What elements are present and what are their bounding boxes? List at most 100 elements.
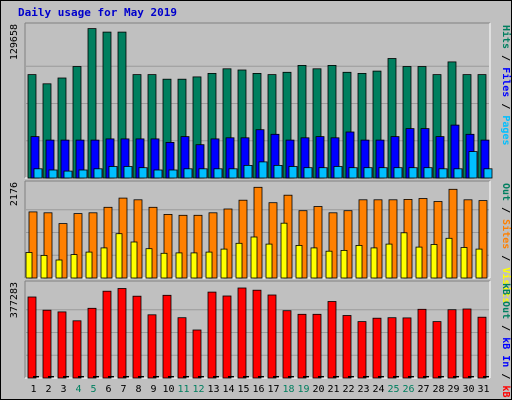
bar-bottom-kb-f-day-21 xyxy=(327,301,337,379)
bar-middle-visits-day-28 xyxy=(430,244,438,279)
chart-title: Daily usage for May 2019 xyxy=(18,6,177,19)
bar-middle-visits-day-14 xyxy=(220,248,228,279)
bar-bottom-kb-in-day-12 xyxy=(198,376,204,378)
bar-bottom-kb-in-day-28 xyxy=(438,376,444,378)
bar-middle-sites-day-15 xyxy=(238,199,248,279)
x-tick-label-day-27: 27 xyxy=(417,384,429,395)
bar-top-pages-day-30 xyxy=(468,151,478,179)
bar-middle-visits-day-31 xyxy=(475,248,483,279)
bar-bottom-kb-f-day-17 xyxy=(267,294,277,379)
legend-entry: kB In xyxy=(500,337,511,367)
x-tick-label-day-29: 29 xyxy=(447,384,459,395)
bar-middle-sites-day-12 xyxy=(193,214,203,279)
bar-bottom-kb-in-day-10 xyxy=(168,376,174,378)
bar-middle-visits-day-24 xyxy=(370,247,378,279)
bar-bottom-kb-f-day-23 xyxy=(357,321,367,379)
bar-top-pages-day-21 xyxy=(333,166,343,179)
bar-top-pages-day-14 xyxy=(228,168,238,179)
bar-bottom-kb-in-day-20 xyxy=(318,376,324,378)
bar-bottom-kb-in-day-3 xyxy=(63,376,69,378)
bar-middle-sites-day-19 xyxy=(298,210,308,279)
bar-bottom-kb-f-day-25 xyxy=(387,317,397,379)
bar-bottom-kb-in-day-31 xyxy=(483,376,489,378)
panel-bottom-ymax-label: 377283 xyxy=(9,282,20,318)
bar-middle-sites-day-23 xyxy=(358,199,368,279)
x-tick-label-day-25: 25 xyxy=(387,384,399,395)
bar-bottom-kb-f-day-15 xyxy=(237,287,247,379)
bar-middle-visits-day-25 xyxy=(385,243,393,279)
bar-middle-sites-day-27 xyxy=(418,198,428,279)
bar-top-pages-day-8 xyxy=(138,167,148,179)
bar-middle-visits-day-2 xyxy=(40,254,48,279)
bar-top-pages-day-31 xyxy=(483,168,493,179)
bar-top-pages-day-3 xyxy=(63,170,73,179)
bar-middle-visits-day-26 xyxy=(400,232,408,279)
bar-middle-visits-day-7 xyxy=(115,233,123,279)
bar-top-pages-day-27 xyxy=(423,167,433,179)
bar-bottom-kb-in-day-1 xyxy=(33,376,39,378)
bar-bottom-kb-f-day-16 xyxy=(252,289,262,379)
panel-top-ymax-label: 129658 xyxy=(9,24,20,60)
bar-top-pages-day-11 xyxy=(183,168,193,179)
bar-top-pages-day-23 xyxy=(363,167,373,179)
bar-bottom-kb-in-day-2 xyxy=(48,376,54,378)
x-tick-label-day-21: 21 xyxy=(327,384,339,395)
bar-bottom-kb-in-day-6 xyxy=(108,376,114,378)
bar-bottom-kb-in-day-23 xyxy=(363,376,369,378)
x-tick-label-day-10: 10 xyxy=(162,384,174,395)
panel-middle-legend: Out / Sites / Visits xyxy=(500,183,512,303)
x-tick-label-day-6: 6 xyxy=(105,384,111,395)
bar-bottom-kb-in-day-5 xyxy=(93,376,99,378)
bar-top-pages-day-15 xyxy=(243,164,253,179)
bar-top-pages-day-28 xyxy=(438,168,448,179)
legend-entry: / xyxy=(500,207,511,213)
bar-top-pages-day-7 xyxy=(123,166,133,179)
panel-top-legend: Hits / Files / Pages xyxy=(500,25,512,146)
bar-middle-sites-day-8 xyxy=(133,199,143,279)
bar-bottom-kb-in-day-22 xyxy=(348,376,354,378)
bar-middle-sites-day-13 xyxy=(208,212,218,279)
x-tick-label-day-28: 28 xyxy=(432,384,444,395)
legend-entry: Pages xyxy=(500,115,511,145)
bar-bottom-kb-f-day-20 xyxy=(312,313,322,379)
bar-middle-visits-day-8 xyxy=(130,241,138,279)
x-tick-label-day-1: 1 xyxy=(30,384,36,395)
legend-entry: Visits xyxy=(500,267,512,303)
bar-bottom-kb-in-day-11 xyxy=(183,376,189,378)
bar-top-pages-day-10 xyxy=(168,169,178,179)
bar-middle-visits-day-1 xyxy=(25,252,33,279)
legend-entry: Sites xyxy=(500,219,512,249)
bar-middle-sites-day-24 xyxy=(373,199,383,279)
legend-entry: / xyxy=(500,255,511,261)
bar-middle-visits-day-9 xyxy=(145,248,153,279)
bar-bottom-kb-f-day-14 xyxy=(222,295,232,379)
bar-bottom-kb-in-day-17 xyxy=(273,376,279,378)
x-tick-label-day-2: 2 xyxy=(45,384,51,395)
bar-middle-sites-day-17 xyxy=(268,202,278,279)
x-tick-label-day-26: 26 xyxy=(402,384,414,395)
x-tick-label-day-16: 16 xyxy=(252,384,264,395)
bar-bottom-kb-f-day-1 xyxy=(27,296,37,379)
x-tick-label-day-7: 7 xyxy=(120,384,126,395)
x-tick-label-day-30: 30 xyxy=(462,384,474,395)
bar-top-pages-day-9 xyxy=(153,169,163,179)
bar-middle-sites-day-25 xyxy=(388,199,398,279)
bar-middle-sites-day-31 xyxy=(478,200,488,279)
bar-middle-visits-day-15 xyxy=(235,242,243,279)
bar-top-pages-day-25 xyxy=(393,167,403,179)
bar-bottom-kb-in-day-13 xyxy=(213,376,219,378)
bar-bottom-kb-in-day-25 xyxy=(393,376,399,378)
bar-middle-visits-day-19 xyxy=(295,244,303,279)
x-tick-label-day-11: 11 xyxy=(177,384,189,395)
bar-top-pages-day-13 xyxy=(213,168,223,179)
bar-middle-sites-day-20 xyxy=(313,206,323,279)
x-tick-label-day-9: 9 xyxy=(150,384,156,395)
bar-top-pages-day-2 xyxy=(48,169,58,179)
legend-entry: Out xyxy=(500,183,511,201)
bar-bottom-kb-f-day-22 xyxy=(342,315,352,379)
bar-middle-sites-day-9 xyxy=(148,206,158,279)
bar-bottom-kb-in-day-4 xyxy=(78,376,84,378)
bar-bottom-kb-in-day-14 xyxy=(228,376,234,378)
x-tick-label-day-8: 8 xyxy=(135,384,141,395)
